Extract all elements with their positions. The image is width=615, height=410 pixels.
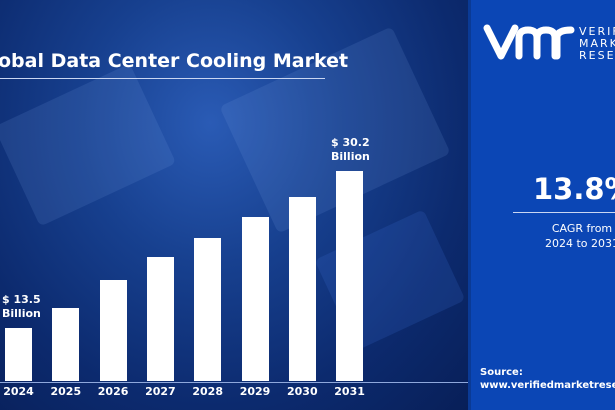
data-label-first: $ 13.5 Billion [2,293,41,321]
data-label-unit: Billion [2,307,41,320]
cagr-label-line: 2024 to 2031 [545,237,615,250]
x-tick-label: 2031 [334,385,365,398]
x-tick-label: 2025 [50,385,82,398]
source-label: Source: [480,367,523,378]
data-label-unit: Billion [331,150,370,163]
vmr-logo-icon [483,24,575,60]
data-label-value: $ 30.2 [331,136,370,149]
bar-2029 [241,217,269,381]
chart-title: obal Data Center Cooling Market [0,50,349,72]
summary-panel: VERIFIED MARKET RESEARCH 13.8% CAGR from… [468,0,615,410]
brand-word: VERIFIED [579,25,615,38]
chart-area: obal Data Center Cooling Market $ 13.5 B… [0,0,468,410]
x-tick-label: 2024 [3,385,34,398]
brand-word: RESEARCH [579,49,615,62]
cagr-label-line: CAGR from [551,222,613,235]
source-url: www.verifiedmarketresearch.com [480,380,615,391]
x-tick-label: 2026 [97,385,129,398]
bar-2027 [146,257,174,381]
x-tick-label: 2030 [286,385,318,398]
cagr-value: 13.8% [533,172,615,206]
cagr-divider [513,212,615,213]
cagr-label: CAGR from 2024 to 2031 [545,221,615,251]
source: Source: www.verifiedmarketresearch.com [480,366,615,392]
data-label-last: $ 30.2 Billion [331,136,370,164]
brand-word: MARKET [579,37,615,50]
bar-2026 [99,280,127,381]
bar-2031 [336,170,364,381]
data-label-value: $ 13.5 [2,293,41,306]
bar-2028 [194,237,222,381]
x-axis-line [0,382,468,383]
title-underline [0,78,325,79]
x-tick-label: 2028 [192,385,223,398]
bar-2025 [52,308,80,381]
brand-name: VERIFIED MARKET RESEARCH [579,26,615,62]
x-tick-label: 2029 [239,385,271,398]
background-decoration [0,63,177,227]
bar-2030 [288,197,316,381]
bar-2024 [5,327,32,381]
x-tick-label: 2027 [145,385,176,398]
